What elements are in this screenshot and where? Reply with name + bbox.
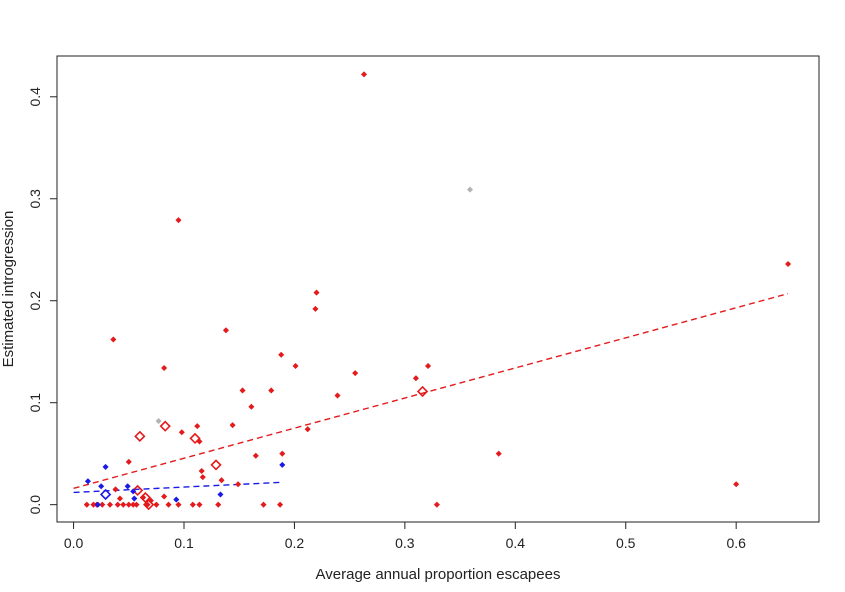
red-filled-diamond-point <box>133 501 140 508</box>
grey-filled-diamond-point <box>155 418 162 425</box>
x-tick-label: 0.0 <box>64 535 84 551</box>
red-filled-diamond-point <box>268 387 275 394</box>
red-filled-diamond-point <box>433 501 440 508</box>
blue-open-diamond-point <box>99 488 112 501</box>
red-filled-diamond-point <box>229 422 236 429</box>
x-tick-label: 0.2 <box>285 535 305 551</box>
red-filled-diamond-point <box>425 362 432 370</box>
red-filled-diamond-point <box>495 450 502 457</box>
red-filled-diamond-point <box>125 501 132 508</box>
blue-filled-diamond-point <box>130 488 137 495</box>
red-filled-diamond-point <box>175 501 182 508</box>
y-axis: 0.0 0.1 0.2 0.3 0.4 <box>27 87 58 515</box>
red-filled-diamond-point <box>161 365 168 372</box>
red-filled-diamond-point <box>277 501 284 508</box>
y-tick-label: 0.4 <box>27 87 43 107</box>
red-filled-diamond-point <box>120 501 127 508</box>
red-filled-diamond-point <box>112 486 119 493</box>
red-filled-diamond-point <box>189 501 196 508</box>
x-tick-label: 0.3 <box>395 535 415 551</box>
red-filled-diamond-point <box>194 423 201 430</box>
y-axis-title: Estimated introgression <box>0 211 17 368</box>
red-filled-diamond-point <box>785 260 792 268</box>
red-filled-diamond-point <box>110 336 117 343</box>
red-filled-diamond-point <box>260 501 267 508</box>
red-filled-diamond-point <box>313 289 320 296</box>
x-axis-title: Average annual proportion escapees <box>316 566 561 583</box>
red-filled-diamond-point <box>165 501 172 508</box>
blue-filled-diamond-point <box>217 491 224 498</box>
red-filled-diamond-point <box>248 403 255 410</box>
red-filled-diamond-point <box>412 375 419 382</box>
red-open-diamond-point <box>134 430 146 442</box>
red-filled-diamond-point <box>215 501 222 508</box>
red-filled-diamond-point <box>199 474 206 481</box>
red-filled-diamond-point <box>312 305 319 312</box>
red-filled-diamond-point <box>218 477 225 484</box>
red-filled-diamond-point <box>178 429 185 436</box>
red-filled-diamond-point <box>106 501 114 508</box>
blue-filled-diamond-point <box>84 478 91 485</box>
plot-frame <box>56 55 820 523</box>
grey-filled-diamond-point <box>467 186 474 193</box>
red-filled-diamond-point <box>360 71 368 78</box>
red-filled-diamond-point <box>198 467 205 475</box>
y-tick-label: 0.0 <box>27 495 43 515</box>
red-filled-diamond-point <box>222 327 229 334</box>
red-filled-diamond-point <box>352 370 359 377</box>
red-filled-diamond-point <box>175 217 182 224</box>
red-open-diamond-point <box>159 420 171 432</box>
x-tick-label: 0.1 <box>174 535 194 551</box>
red-filled-diamond-point <box>239 387 246 394</box>
red-filled-diamond-point <box>161 493 168 500</box>
red-open-diamond-point <box>189 432 201 445</box>
x-tick-label: 0.4 <box>506 535 526 551</box>
blue-filled-diamond-point <box>279 461 286 468</box>
red-filled-diamond-point <box>116 495 123 502</box>
red-filled-diamond-point <box>292 362 299 370</box>
red-filled-diamond-point <box>196 501 203 508</box>
y-tick-label: 0.1 <box>27 393 43 413</box>
y-tick-label: 0.2 <box>27 291 43 311</box>
red-filled-diamond-point <box>125 458 132 465</box>
blue-trend-line <box>73 481 284 494</box>
x-tick-label: 0.6 <box>726 535 746 551</box>
x-axis: 0.0 0.1 0.2 0.3 0.4 0.5 0.6 <box>64 521 746 551</box>
red-filled-diamond-point <box>83 501 90 508</box>
data-points <box>83 71 792 511</box>
blue-filled-diamond-point <box>94 501 101 508</box>
red-filled-diamond-point <box>279 450 286 457</box>
red-filled-diamond-point <box>252 452 259 459</box>
red-trend-line <box>73 292 789 490</box>
red-open-diamond-point <box>131 484 144 497</box>
red-filled-diamond-point <box>153 501 160 508</box>
blue-filled-diamond-point <box>131 495 138 502</box>
blue-filled-diamond-point <box>102 463 109 470</box>
y-tick-label: 0.3 <box>27 189 43 209</box>
red-open-diamond-point <box>210 459 222 471</box>
red-filled-diamond-point <box>304 426 311 433</box>
red-filled-diamond-point <box>114 501 121 508</box>
red-filled-diamond-point <box>99 501 106 508</box>
red-open-diamond-point <box>143 499 155 511</box>
blue-filled-diamond-point <box>98 483 105 490</box>
red-filled-diamond-point <box>733 481 740 488</box>
red-open-diamond-point <box>139 491 151 504</box>
red-filled-diamond-point <box>235 481 242 488</box>
red-filled-diamond-point <box>334 392 341 399</box>
red-open-diamond-point <box>416 385 429 398</box>
x-tick-label: 0.5 <box>616 535 636 551</box>
red-filled-diamond-point <box>278 351 285 358</box>
blue-filled-diamond-point <box>124 483 131 490</box>
trend-lines <box>73 292 789 494</box>
blue-filled-diamond-point <box>173 496 180 503</box>
